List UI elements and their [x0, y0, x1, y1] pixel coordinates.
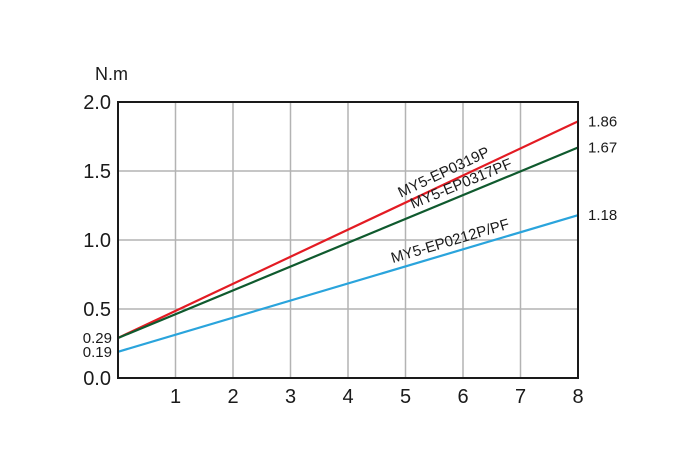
series-end-label: 1.67 [588, 140, 617, 157]
y-tick-label: 1.0 [83, 230, 111, 252]
series-line [117, 146, 579, 339]
x-tick-label: 8 [572, 386, 583, 408]
series-line [117, 120, 579, 339]
series-end-label: 1.86 [588, 113, 617, 130]
series-start-label: 0.19 [83, 344, 112, 361]
series-end-label: 1.18 [588, 207, 617, 224]
series-start-label: 0.29 [83, 330, 112, 347]
y-tick-label: 1.5 [83, 161, 111, 183]
y-tick-label: 0.0 [83, 368, 111, 390]
grid-lines [118, 102, 578, 378]
x-tick-label: 7 [515, 386, 526, 408]
series-start-labels: 0.290.19 [83, 330, 112, 361]
y-tick-label: 0.5 [83, 299, 111, 321]
x-axis-ticks: 1 2 3 4 5 6 7 8 [170, 386, 584, 408]
series-line [117, 214, 579, 353]
y-axis-unit-label: N.m [95, 64, 128, 84]
y-tick-label: 2.0 [83, 92, 111, 114]
x-tick-label: 1 [170, 386, 181, 408]
x-tick-label: 6 [457, 386, 468, 408]
x-tick-label: 3 [285, 386, 296, 408]
x-tick-label: 5 [400, 386, 411, 408]
x-tick-label: 4 [342, 386, 353, 408]
series-lines [117, 120, 579, 353]
plot-frame [117, 101, 579, 379]
series-end-labels: 1.86 1.67 1.18 [588, 113, 617, 224]
y-axis-ticks: 0.0 0.5 1.0 1.5 2.0 [83, 92, 111, 390]
x-tick-label: 2 [227, 386, 238, 408]
